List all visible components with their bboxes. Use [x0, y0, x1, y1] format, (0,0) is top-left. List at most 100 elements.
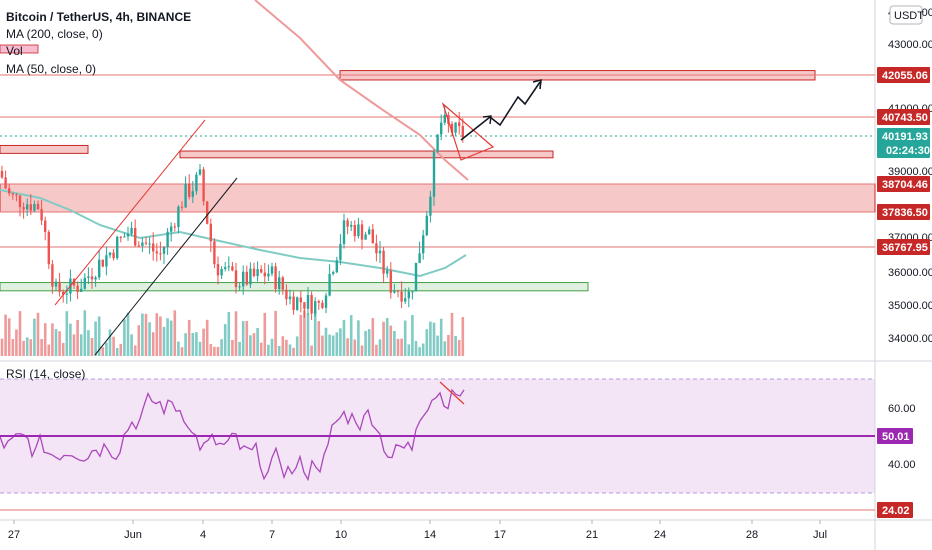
volume-bar-103 [371, 318, 375, 356]
candle-body-63 [227, 266, 230, 268]
volume-bar-26 [94, 321, 97, 356]
volume-bar-62 [223, 324, 227, 356]
volume-bar-49 [177, 341, 180, 356]
time-tick-0: 27 [8, 529, 20, 541]
price-tick-7: 34000.00 [888, 333, 932, 345]
volume-bar-28 [101, 347, 105, 356]
volume-bar-94 [339, 328, 342, 356]
volume-bar-126 [454, 336, 457, 356]
candle-body-71 [256, 269, 259, 277]
candle-body-69 [249, 268, 252, 285]
candle-body-80 [288, 296, 292, 300]
candle-body-61 [220, 269, 223, 276]
candle-body-73 [263, 272, 266, 277]
candle-body-5 [18, 195, 22, 208]
volume-bar-65 [234, 311, 238, 356]
candle-body-119 [429, 196, 432, 216]
volume-bar-8 [29, 339, 33, 356]
volume-bar-110 [396, 338, 400, 356]
volume-bar-13 [47, 344, 51, 356]
channel-lower-line[interactable] [94, 177, 238, 356]
candle-body-31 [112, 252, 115, 259]
candle-body-40 [144, 242, 148, 244]
price-tick-1: 43000.00 [888, 39, 932, 51]
candle-body-79 [285, 289, 288, 300]
zone-4[interactable] [0, 282, 589, 292]
volume-bar-34 [123, 319, 126, 356]
candle-body-116 [418, 253, 421, 263]
zone-1[interactable] [0, 144, 89, 154]
volume-bar-96 [346, 338, 349, 356]
rsi-divergence-line[interactable] [439, 381, 465, 405]
candle-body-21 [76, 285, 79, 292]
candle-body-27 [98, 259, 101, 278]
candle-body-32 [116, 236, 119, 259]
candle-body-60 [216, 264, 220, 276]
volume-bar-22 [79, 334, 83, 356]
candle-body-117 [422, 235, 425, 254]
candle-body-106 [382, 250, 385, 274]
vol-label: Vol [6, 44, 23, 58]
volume-bar-101 [364, 330, 367, 356]
volume-bar-39 [141, 313, 144, 356]
channel-upper-line[interactable] [54, 119, 206, 306]
rsi-label: RSI (14, close) [6, 367, 85, 381]
candle-body-68 [245, 271, 248, 285]
candle-body-29 [105, 255, 108, 267]
candle-body-92 [332, 272, 335, 274]
candle-body-99 [357, 224, 360, 237]
candle-body-112 [404, 298, 407, 302]
volume-bar-46 [166, 318, 169, 356]
candle-body-42 [152, 243, 155, 252]
volume-bar-122 [439, 318, 443, 356]
time-tick-2: 4 [200, 529, 206, 541]
time-tick-10: Jul [813, 529, 827, 541]
currency-badge[interactable] [889, 5, 923, 25]
ma200-label: MA (200, close, 0) [6, 27, 103, 41]
candle-body-120 [432, 151, 436, 197]
zone-2[interactable] [179, 150, 554, 159]
volume-bar-109 [393, 330, 396, 356]
projection-arrow[interactable] [460, 81, 541, 141]
projection-arrowhead-small [482, 115, 492, 125]
candle-body-44 [159, 253, 162, 255]
volume-bar-32 [115, 347, 119, 356]
candle-body-62 [224, 267, 227, 270]
candle-body-107 [386, 270, 389, 274]
triangle-pattern[interactable] [441, 102, 495, 161]
candle-body-57 [206, 201, 209, 224]
zone-3[interactable] [0, 183, 876, 213]
price-tag-3 [877, 176, 930, 192]
price-tag-label-4: 37836.50 [882, 207, 928, 219]
candle-body-82 [296, 297, 299, 310]
volume-bar-117 [421, 343, 425, 356]
candle-body-103 [371, 229, 374, 244]
candle-body-25 [90, 276, 94, 280]
ma200-swatch [0, 44, 39, 54]
volume-bar-30 [108, 329, 112, 356]
candle-body-90 [324, 295, 328, 308]
candle-body-35 [126, 233, 130, 237]
candle-body-76 [274, 266, 277, 290]
volume-bar-70 [252, 333, 256, 356]
candle-body-113 [407, 291, 410, 299]
volume-bar-0 [0, 338, 4, 356]
volume-bar-127 [457, 340, 461, 356]
volume-bar-69 [249, 335, 252, 356]
candle-body-81 [292, 296, 295, 310]
volume-bar-50 [180, 347, 184, 356]
candle-body-17 [62, 291, 65, 295]
volume-bar-31 [112, 336, 115, 356]
candle-body-93 [335, 260, 338, 273]
volume-bar-80 [288, 344, 292, 356]
volume-bar-41 [148, 322, 151, 356]
candle-body-10 [36, 203, 40, 210]
volume-bar-29 [105, 342, 108, 356]
volume-bar-47 [169, 320, 173, 356]
candle-body-109 [393, 290, 396, 293]
price-tag-label-2: 40191.93 [882, 131, 928, 143]
volume-bar-54 [195, 332, 198, 356]
candle-body-122 [440, 122, 443, 135]
candle-body-51 [184, 183, 187, 208]
